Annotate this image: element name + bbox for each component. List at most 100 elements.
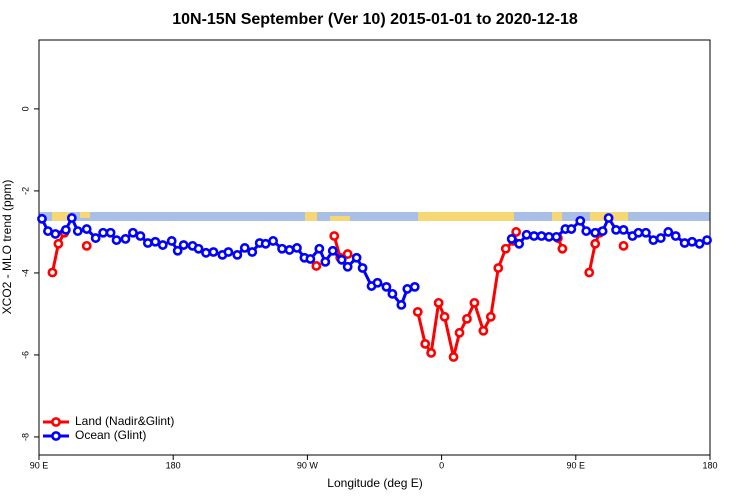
data-point — [277, 243, 287, 254]
data-point — [201, 247, 211, 258]
data-point — [402, 284, 413, 294]
data-point — [603, 213, 614, 223]
data-point — [327, 245, 338, 256]
data-point — [396, 300, 407, 310]
legend: Land (Nadir&Glint)Ocean (Glint) — [43, 414, 174, 442]
x-tick-label: 90 E — [30, 460, 49, 470]
data-point — [357, 263, 368, 273]
data-point — [648, 235, 659, 246]
data-point — [478, 325, 489, 336]
data-point — [329, 231, 340, 241]
data-point — [72, 226, 83, 236]
data-point — [702, 235, 712, 246]
data-point — [81, 240, 92, 251]
data-point — [584, 267, 595, 278]
data-point — [581, 226, 592, 236]
data-point — [178, 240, 189, 250]
data-point — [493, 263, 504, 273]
data-point — [53, 238, 64, 249]
y-tick-label: -6 — [20, 351, 30, 359]
data-point — [633, 227, 644, 238]
data-point — [590, 227, 601, 238]
data-point — [521, 229, 532, 240]
data-point — [166, 236, 177, 246]
data-point — [551, 231, 562, 242]
data-point — [387, 288, 398, 299]
data-point — [536, 231, 547, 241]
data-point — [142, 238, 153, 248]
data-point — [640, 227, 651, 238]
data-point — [292, 243, 302, 253]
data-point — [247, 247, 258, 257]
data-point — [351, 252, 362, 263]
data-point — [500, 243, 511, 254]
data-point — [311, 261, 322, 271]
legend-label: Land (Nadir&Glint) — [75, 414, 174, 428]
data-point — [314, 243, 325, 254]
x-tick-label: 90 W — [297, 460, 319, 470]
data-point — [670, 231, 681, 241]
data-point — [336, 254, 347, 265]
data-point — [60, 224, 71, 235]
y-tick-label: -8 — [20, 433, 30, 441]
data-point — [381, 281, 392, 292]
data-point — [544, 231, 554, 242]
data-point — [679, 238, 690, 248]
data-point — [239, 243, 250, 253]
data-point — [597, 226, 608, 236]
data-point — [66, 213, 77, 223]
data-point — [426, 347, 437, 358]
data-point — [50, 229, 61, 239]
data-point — [47, 267, 58, 278]
data-point — [454, 327, 465, 338]
data-point — [575, 215, 586, 226]
x-tick-label: 0 — [439, 460, 444, 470]
legend-label: Ocean (Glint) — [75, 428, 146, 442]
x-tick-label: 180 — [166, 460, 181, 470]
data-point — [372, 277, 383, 288]
data-point — [208, 247, 219, 257]
data-point — [342, 249, 353, 259]
data-point — [557, 243, 568, 254]
data-point — [111, 235, 122, 246]
x-tick-label: 90 E — [567, 460, 586, 470]
data-point — [128, 227, 138, 238]
data-point — [409, 281, 420, 292]
chart-title: 10N-15N September (Ver 10) 2015-01-01 to… — [172, 11, 578, 28]
series-line — [52, 232, 623, 357]
data-point — [172, 245, 183, 256]
legend-marker — [51, 417, 61, 427]
data-point — [590, 238, 601, 249]
plot-frame — [38, 39, 711, 456]
data-point — [412, 306, 423, 317]
data-point — [611, 224, 621, 235]
data-point — [105, 227, 116, 238]
data-point — [223, 247, 234, 257]
data-point — [663, 227, 674, 237]
data-point — [150, 236, 161, 247]
data-point — [529, 231, 539, 241]
data-point — [232, 249, 243, 260]
data-point — [37, 213, 47, 224]
data-point — [268, 236, 279, 246]
data-point — [618, 224, 629, 235]
x-axis-label: Longitude (deg E) — [327, 476, 422, 490]
x-tick-label: 180 — [702, 460, 717, 470]
data-point — [135, 231, 146, 241]
y-tick-label: 0 — [20, 106, 30, 111]
data-point — [433, 297, 444, 308]
data-point — [98, 227, 109, 238]
data-point — [420, 338, 431, 349]
y-axis-label: XCO2 - MLO trend (ppm) — [0, 180, 14, 315]
data-point — [687, 236, 698, 247]
data-point — [342, 261, 353, 272]
data-point — [305, 254, 316, 264]
data-point — [469, 297, 480, 308]
data-point — [43, 226, 53, 236]
data-point — [320, 256, 331, 267]
data-point — [284, 245, 295, 255]
y-tick-label: -4 — [20, 269, 30, 277]
data-point — [655, 233, 666, 243]
data-point — [506, 233, 517, 244]
